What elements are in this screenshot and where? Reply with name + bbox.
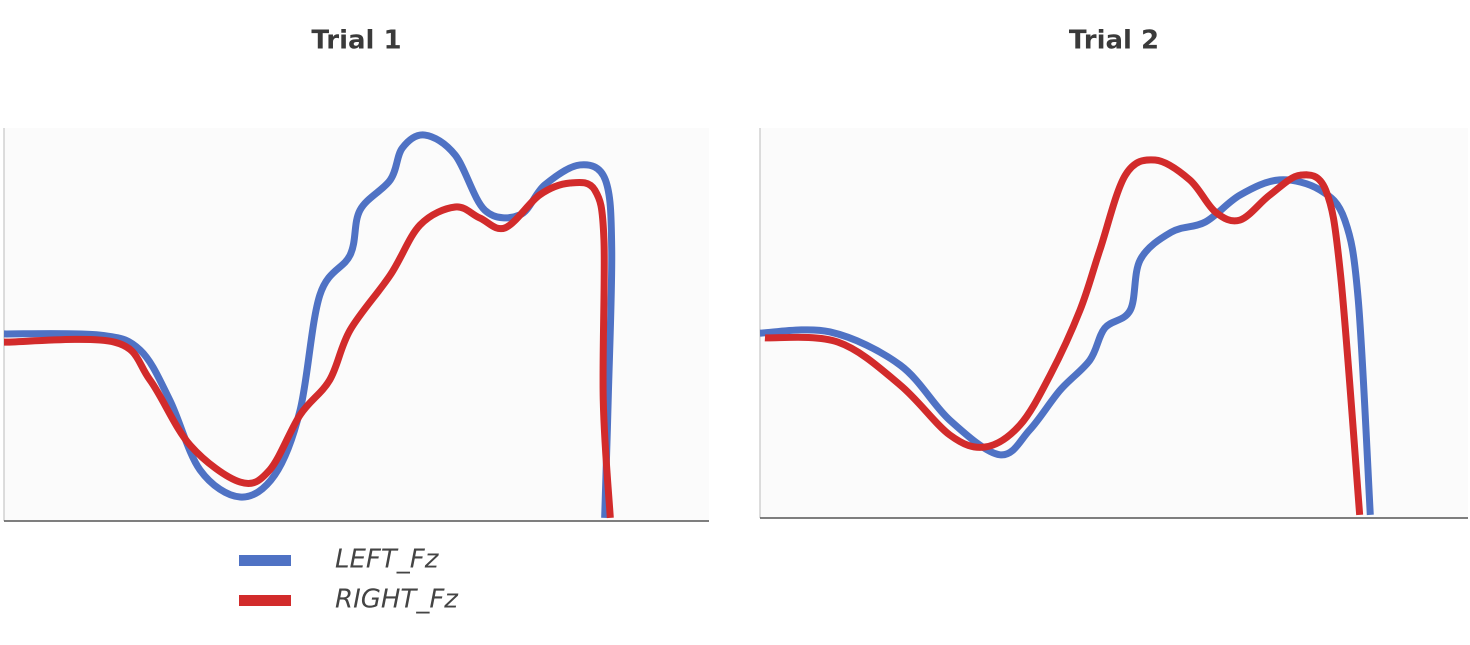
data-line	[759, 176, 1374, 516]
data-line	[3, 131, 616, 518]
data-line	[3, 178, 614, 519]
legend-swatch	[239, 555, 291, 566]
legend-label: RIGHT_Fz	[335, 585, 459, 615]
chart-title: Trial 1	[311, 26, 401, 56]
legend-label: LEFT_Fz	[335, 545, 440, 575]
chart-title: Trial 2	[1069, 26, 1159, 56]
data-line	[764, 156, 1364, 516]
legend-swatch	[239, 595, 291, 606]
